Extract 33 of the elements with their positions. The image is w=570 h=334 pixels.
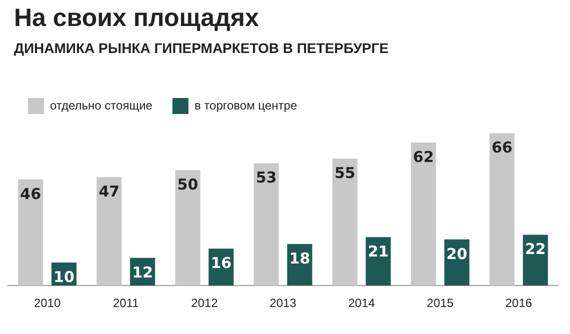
data-label: 22 [524, 240, 546, 258]
x-tick-label: 2011 [112, 296, 140, 310]
data-label: 16 [210, 254, 232, 272]
x-tick-label: 2014 [348, 296, 376, 310]
data-label: 18 [289, 249, 310, 268]
x-tick-label: 2010 [34, 296, 61, 310]
bar [332, 158, 358, 286]
data-label: 53 [256, 168, 277, 187]
chart-subtitle: ДИНАМИКА РЫНКА ГИПЕРМАРКЕТОВ В ПЕТЕРБУРГЕ [14, 40, 389, 56]
data-label: 12 [132, 263, 153, 282]
bar [366, 237, 391, 286]
data-label: 62 [413, 148, 434, 166]
legend-label: в торговом центре [194, 98, 298, 112]
data-label: 10 [54, 268, 74, 286]
chart-title: На своих площадях [14, 4, 259, 33]
legend-label: отдельно стоящие [50, 98, 153, 112]
data-label: 55 [334, 164, 356, 182]
data-label: 50 [177, 176, 198, 194]
data-label: 46 [20, 184, 42, 203]
data-label: 47 [98, 182, 120, 200]
data-label: 66 [492, 138, 512, 157]
bar [96, 177, 122, 286]
data-label: 20 [446, 244, 468, 263]
data-label: 21 [368, 242, 389, 261]
bar [18, 179, 44, 286]
x-tick-label: 2013 [270, 296, 297, 310]
bar [489, 133, 515, 286]
x-tick-label: 2016 [505, 296, 532, 310]
x-tick-label: 2012 [191, 296, 218, 310]
bar [175, 170, 200, 286]
bar [410, 142, 436, 286]
bar [254, 163, 279, 286]
x-tick-label: 2015 [426, 296, 454, 310]
